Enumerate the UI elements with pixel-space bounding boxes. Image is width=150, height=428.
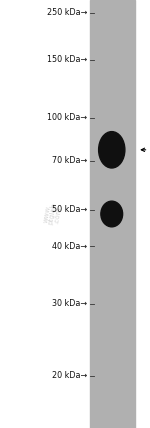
Text: 100 kDa→: 100 kDa→: [47, 113, 87, 122]
Text: 20 kDa→: 20 kDa→: [52, 371, 87, 380]
Text: 50 kDa→: 50 kDa→: [52, 205, 87, 214]
Text: 150 kDa→: 150 kDa→: [47, 55, 87, 65]
Text: 250 kDa→: 250 kDa→: [47, 8, 87, 18]
Text: 30 kDa→: 30 kDa→: [52, 299, 87, 309]
Ellipse shape: [99, 132, 125, 168]
Text: 40 kDa→: 40 kDa→: [52, 241, 87, 251]
Bar: [90, 0, 135, 428]
Text: www.
ptglab
.com: www. ptglab .com: [42, 202, 63, 226]
Ellipse shape: [101, 201, 123, 227]
Text: 70 kDa→: 70 kDa→: [52, 156, 87, 165]
